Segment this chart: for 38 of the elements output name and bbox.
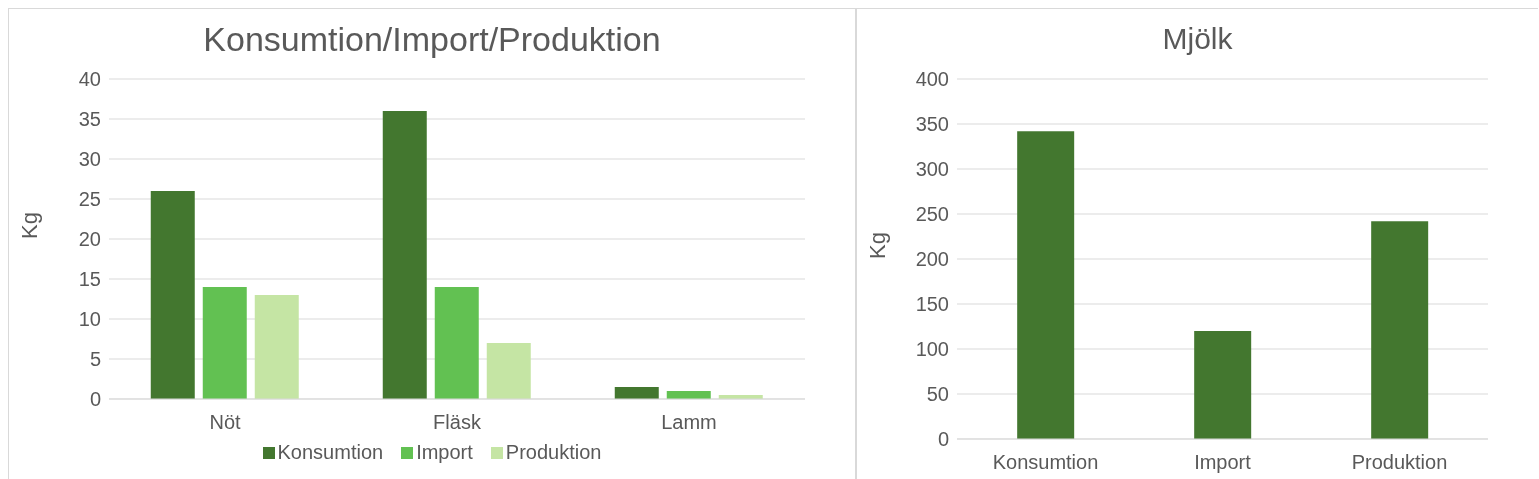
x-tick-label: Produktion xyxy=(1351,451,1448,474)
bar xyxy=(486,343,531,399)
y-tick-label: 15 xyxy=(78,268,101,291)
y-tick-label: 300 xyxy=(915,158,949,181)
y-tick-label: 0 xyxy=(937,428,949,451)
chart-title: Konsumtion/Import/Produktion xyxy=(202,19,662,60)
y-tick-label: 5 xyxy=(89,348,101,371)
y-axis-title: Kg xyxy=(16,212,42,239)
bar xyxy=(150,191,195,399)
chart-title: Mjölk xyxy=(1161,21,1234,57)
x-tick-label: Fläsk xyxy=(433,411,482,434)
x-tick-label: Import xyxy=(1194,451,1252,474)
bar xyxy=(382,111,427,399)
x-tick-label: Lamm xyxy=(661,411,717,434)
bar xyxy=(1371,221,1429,439)
y-tick-label: 350 xyxy=(915,113,949,136)
y-axis-title: Kg xyxy=(864,232,890,259)
y-tick-label: 20 xyxy=(78,228,101,251)
bar xyxy=(1017,131,1075,439)
bar xyxy=(434,287,479,399)
bar xyxy=(1194,331,1252,439)
y-tick-label: 25 xyxy=(78,188,101,211)
x-tick-label: Nöt xyxy=(209,411,241,434)
y-tick-label: 0 xyxy=(89,388,101,411)
y-tick-label: 250 xyxy=(915,203,949,226)
y-tick-label: 100 xyxy=(915,338,949,361)
y-tick-label: 10 xyxy=(78,308,101,331)
y-tick-label: 35 xyxy=(78,108,101,131)
x-tick-label: Konsumtion xyxy=(992,451,1099,474)
y-tick-label: 200 xyxy=(915,248,949,271)
y-tick-label: 150 xyxy=(915,293,949,316)
y-tick-label: 50 xyxy=(926,383,949,406)
y-tick-label: 40 xyxy=(78,68,101,91)
bar xyxy=(202,287,247,399)
bar xyxy=(254,295,299,399)
bar xyxy=(614,387,659,399)
y-tick-label: 30 xyxy=(78,148,101,171)
y-tick-label: 400 xyxy=(915,68,949,91)
